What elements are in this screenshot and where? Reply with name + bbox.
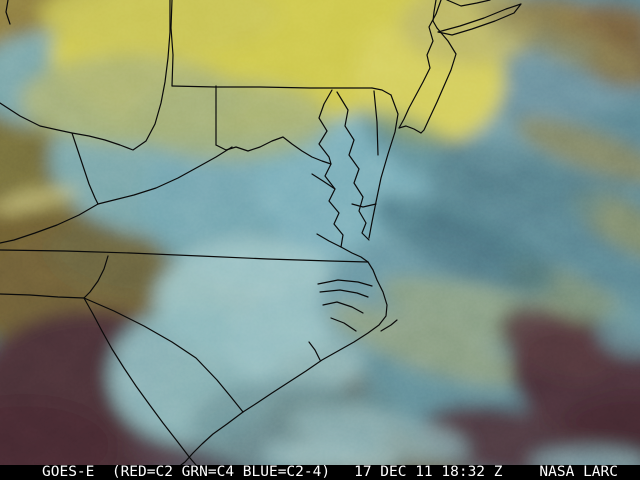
boundary-ohio-river-stub-topleft [5,0,11,25]
boundary-james-river [316,233,342,248]
boundary-chesapeake-bay-east-shore [336,91,370,241]
boundary-ocracoke-barrier [380,319,398,332]
caption-timestamp: 17 DEC 11 18:32 Z [354,464,503,480]
boundary-mason-dixon-line [171,85,373,89]
boundary-ohio-pennsylvania-border [170,0,174,87]
satellite-imagery-svg [0,0,640,465]
caption-instrument-label: GOES-E (RED=C2 GRN=C4 BLUE=C2-4) [42,464,331,480]
boundary-pamlico-river-inlet [322,301,364,314]
boundary-southcarolina-coast [180,411,244,465]
boundary-westvirginia-kentucky-border [71,132,99,205]
boundary-maryland-virginia-delmarva-border [351,203,377,208]
boundary-delaware-north-border [371,87,392,96]
boundary-cape-fear-river [308,341,321,361]
caption-bar: GOES-E (RED=C2 GRN=C4 BLUE=C2-4) 17 DEC … [0,465,640,480]
boundary-long-island-outline [437,3,522,36]
boundary-tennessee-northcarolina-border [83,255,109,299]
boundary-virginia-northcarolina-border [0,249,369,263]
boundary-neuse-river-inlet [330,317,357,332]
boundary-albemarle-sound-south [319,289,369,298]
boundary-kentucky-virginia-border [0,203,99,244]
caption-credit: NASA LARC [539,464,618,480]
boundary-rappahannock-river [311,173,336,190]
boundary-newjersey-west-border [398,0,442,129]
texture-grain-overlay [0,0,640,465]
boundary-outer-banks-coast [242,261,388,413]
boundary-delmarva-atlantic-coast [368,94,399,239]
boundary-connecticut-coast [446,0,491,7]
satellite-image [0,0,640,465]
boundary-newjersey-atlantic-coast [420,27,457,134]
boundary-tennessee-border-west [0,293,85,299]
boundary-hudson-river [432,0,438,29]
boundary-potomac-river [215,136,332,165]
boundary-northcarolina-southcarolina-border [83,297,244,413]
boundary-maryland-delaware-border [373,90,379,156]
boundary-georgia-southcarolina-border [83,297,197,465]
state-boundaries-layer [0,0,522,465]
boundary-ohio-river-westvirginia-border [0,0,171,151]
boundary-albemarle-sound-north [317,279,373,287]
boundary-westvirginia-virginia-border [97,146,233,205]
boundary-delaware-bay-north-shore [398,125,422,134]
